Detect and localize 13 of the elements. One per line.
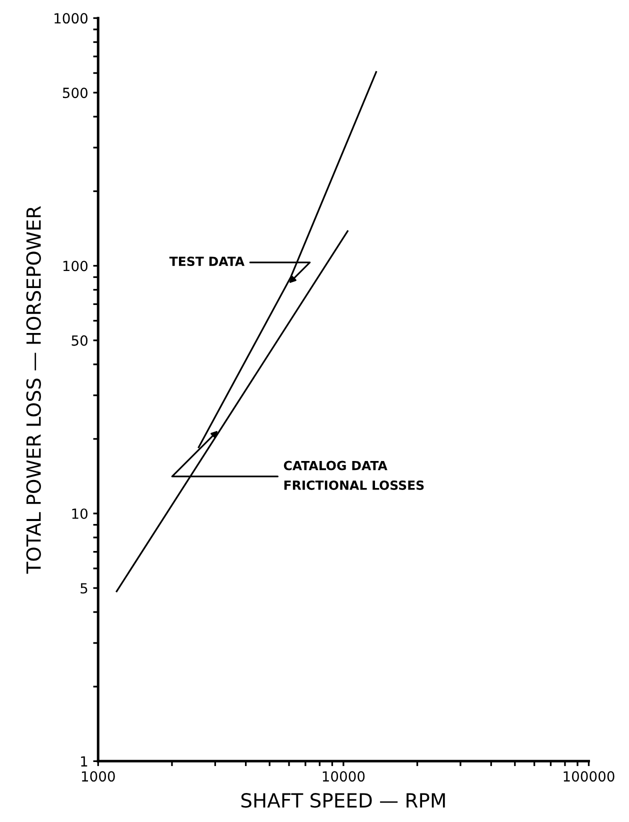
y-tick-label: 1 (81, 756, 88, 766)
y-tick-label: 50 (72, 335, 88, 346)
x-tick-label: 100000 (564, 771, 614, 782)
y-axis-title: TOTAL POWER LOSS — HORSEPOWER (26, 206, 41, 574)
y-tick-label: 100 (63, 260, 88, 272)
y-tick-label: 500 (62, 88, 88, 98)
y-tick-label: 1000 (54, 13, 88, 24)
x-axis-title: SHAFT SPEED — RPM (241, 793, 445, 808)
y-tick-label: 10 (72, 508, 88, 519)
annotation: CATALOG DATA FRICTIONAL LOSSES (284, 460, 424, 490)
x-tick-label: 10000 (322, 771, 365, 782)
annotation: TEST DATA (169, 256, 245, 266)
y-tick-label: 5 (80, 583, 88, 594)
